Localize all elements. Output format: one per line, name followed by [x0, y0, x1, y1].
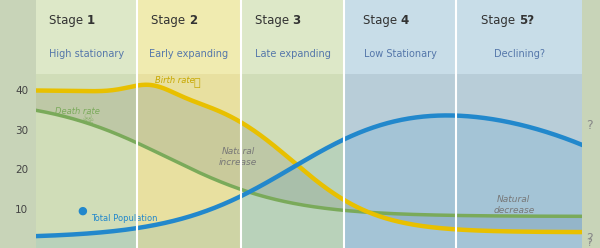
Text: 1: 1 — [86, 14, 95, 27]
Text: Total Population: Total Population — [91, 214, 157, 223]
Bar — [36, 0, 137, 74]
Bar — [241, 74, 344, 248]
Text: Stage: Stage — [255, 14, 293, 27]
Text: Natural
decrease: Natural decrease — [493, 194, 535, 215]
Text: ?: ? — [586, 238, 592, 248]
Text: 2: 2 — [189, 14, 197, 27]
Text: Low Stationary: Low Stationary — [364, 49, 437, 59]
Text: ●: ● — [77, 206, 87, 216]
Text: 4: 4 — [400, 14, 409, 27]
Text: Birth rate: Birth rate — [155, 76, 195, 85]
Bar — [137, 0, 241, 74]
Text: Stage: Stage — [151, 14, 189, 27]
Text: High stationary: High stationary — [49, 49, 124, 59]
Text: Early expanding: Early expanding — [149, 49, 229, 59]
Bar — [344, 0, 457, 74]
Text: Natural
increase: Natural increase — [219, 147, 257, 167]
Bar — [457, 74, 582, 248]
Text: 3: 3 — [293, 14, 301, 27]
Text: ?: ? — [586, 232, 593, 245]
Text: Late expanding: Late expanding — [254, 49, 331, 59]
Text: Stage: Stage — [49, 14, 86, 27]
Text: Stage: Stage — [362, 14, 400, 27]
Text: 👶: 👶 — [194, 78, 200, 88]
Bar — [241, 0, 344, 74]
Text: Stage: Stage — [481, 14, 519, 27]
Bar — [344, 74, 457, 248]
Bar — [137, 74, 241, 248]
Bar — [457, 0, 582, 74]
Text: 5?: 5? — [519, 14, 535, 27]
Text: Declining?: Declining? — [494, 49, 545, 59]
Text: ?: ? — [586, 119, 593, 132]
Text: ☠: ☠ — [82, 113, 94, 127]
Text: Death rate: Death rate — [55, 107, 100, 116]
Bar — [36, 74, 137, 248]
